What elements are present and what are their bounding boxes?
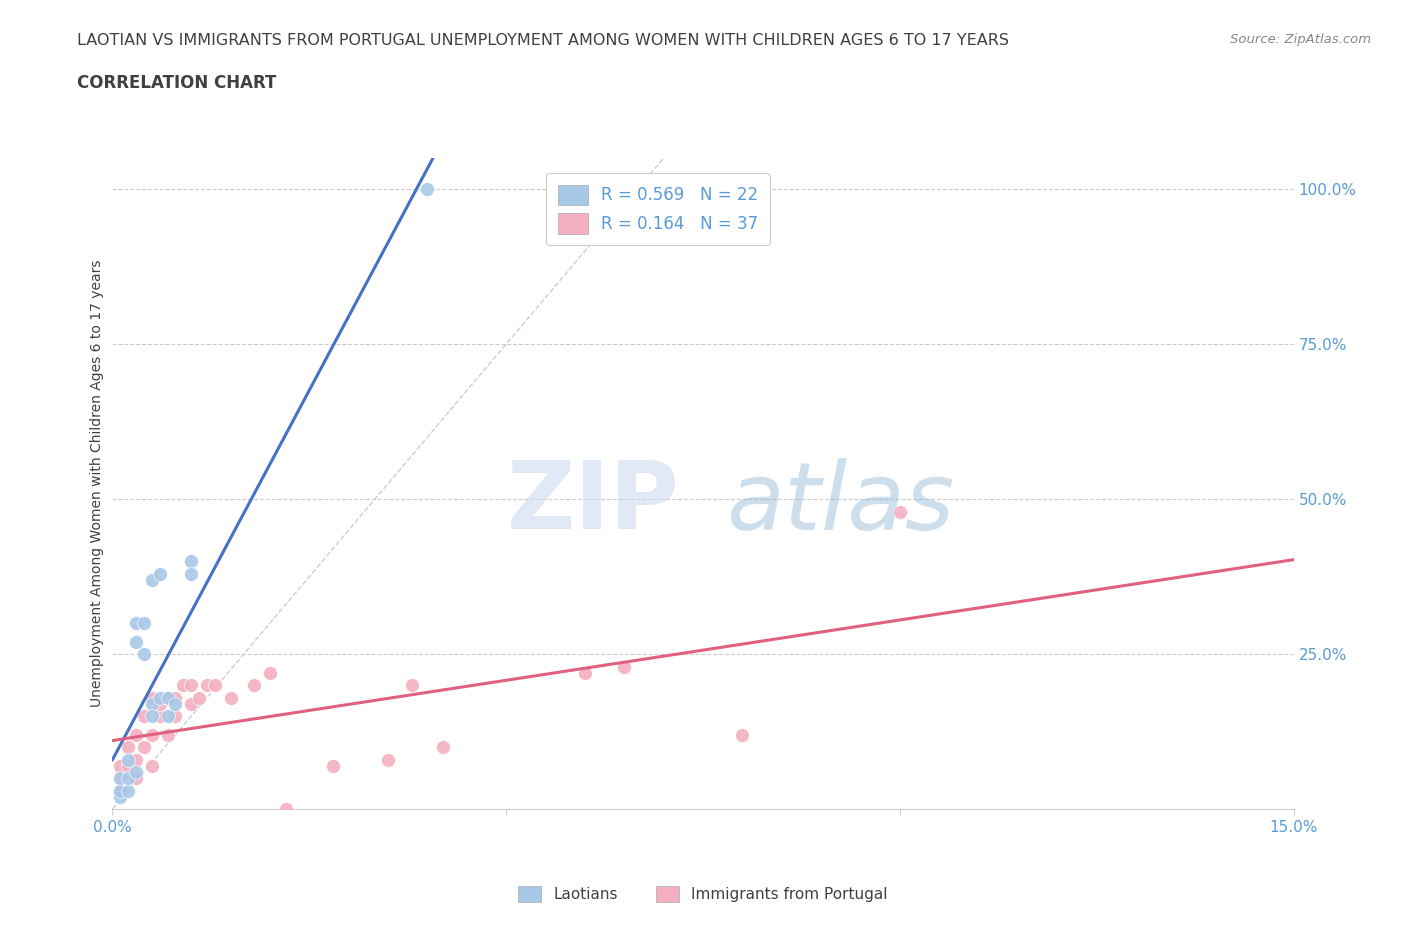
Point bbox=[180, 566, 202, 581]
Point bbox=[141, 697, 163, 711]
Point bbox=[156, 709, 179, 724]
Text: Source: ZipAtlas.com: Source: ZipAtlas.com bbox=[1230, 33, 1371, 46]
Point bbox=[110, 783, 132, 798]
Point bbox=[172, 678, 194, 693]
Point bbox=[125, 634, 148, 649]
Point bbox=[132, 616, 155, 631]
Point bbox=[219, 690, 242, 705]
Text: CORRELATION CHART: CORRELATION CHART bbox=[77, 74, 277, 92]
Point bbox=[125, 752, 148, 767]
Legend: R = 0.569   N = 22, R = 0.164   N = 37: R = 0.569 N = 22, R = 0.164 N = 37 bbox=[546, 173, 769, 246]
Point bbox=[125, 727, 148, 742]
Point bbox=[117, 783, 139, 798]
Point bbox=[188, 690, 211, 705]
Text: ZIP: ZIP bbox=[506, 458, 679, 549]
Point bbox=[125, 764, 148, 779]
Y-axis label: Unemployment Among Women with Children Ages 6 to 17 years: Unemployment Among Women with Children A… bbox=[90, 259, 104, 708]
Point bbox=[165, 709, 187, 724]
Point bbox=[132, 709, 155, 724]
Point bbox=[149, 690, 172, 705]
Point bbox=[613, 659, 636, 674]
Point bbox=[141, 758, 163, 773]
Point bbox=[117, 752, 139, 767]
Point bbox=[141, 709, 163, 724]
Point bbox=[180, 697, 202, 711]
Point bbox=[416, 181, 439, 196]
Point bbox=[243, 678, 266, 693]
Point bbox=[117, 739, 139, 754]
Text: atlas: atlas bbox=[727, 458, 955, 549]
Point bbox=[110, 783, 132, 798]
Point bbox=[180, 553, 202, 568]
Point bbox=[141, 727, 163, 742]
Point bbox=[132, 739, 155, 754]
Point bbox=[377, 752, 399, 767]
Point bbox=[322, 758, 344, 773]
Point bbox=[180, 678, 202, 693]
Point bbox=[432, 739, 454, 754]
Point bbox=[149, 709, 172, 724]
Point bbox=[731, 727, 754, 742]
Point bbox=[125, 771, 148, 786]
Point bbox=[274, 802, 297, 817]
Point bbox=[204, 678, 226, 693]
Point bbox=[156, 690, 179, 705]
Point bbox=[132, 646, 155, 661]
Legend: Laotians, Immigrants from Portugal: Laotians, Immigrants from Portugal bbox=[512, 880, 894, 909]
Point bbox=[149, 697, 172, 711]
Point bbox=[125, 616, 148, 631]
Point bbox=[110, 771, 132, 786]
Point bbox=[156, 690, 179, 705]
Point bbox=[117, 758, 139, 773]
Point bbox=[117, 771, 139, 786]
Point bbox=[141, 690, 163, 705]
Point bbox=[110, 771, 132, 786]
Point bbox=[141, 572, 163, 587]
Point bbox=[165, 697, 187, 711]
Point bbox=[195, 678, 218, 693]
Point bbox=[165, 690, 187, 705]
Text: LAOTIAN VS IMMIGRANTS FROM PORTUGAL UNEMPLOYMENT AMONG WOMEN WITH CHILDREN AGES : LAOTIAN VS IMMIGRANTS FROM PORTUGAL UNEM… bbox=[77, 33, 1010, 47]
Point bbox=[401, 678, 423, 693]
Point bbox=[889, 504, 911, 519]
Point bbox=[259, 665, 281, 680]
Point bbox=[574, 665, 596, 680]
Point bbox=[149, 566, 172, 581]
Point bbox=[110, 790, 132, 804]
Point bbox=[110, 758, 132, 773]
Point bbox=[156, 727, 179, 742]
